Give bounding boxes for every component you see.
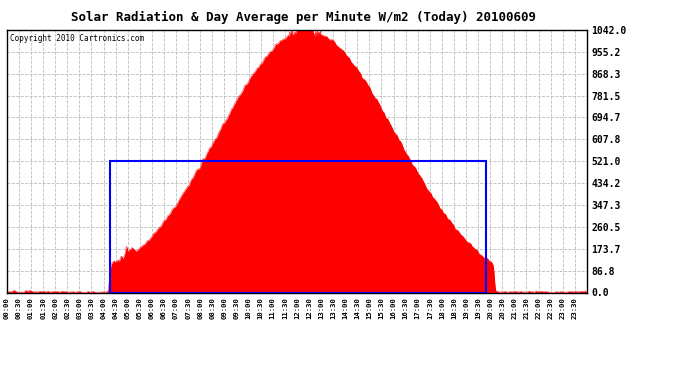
Bar xyxy=(110,161,486,292)
Text: Solar Radiation & Day Average per Minute W/m2 (Today) 20100609: Solar Radiation & Day Average per Minute… xyxy=(71,11,536,24)
Text: Copyright 2010 Cartronics.com: Copyright 2010 Cartronics.com xyxy=(10,34,144,43)
